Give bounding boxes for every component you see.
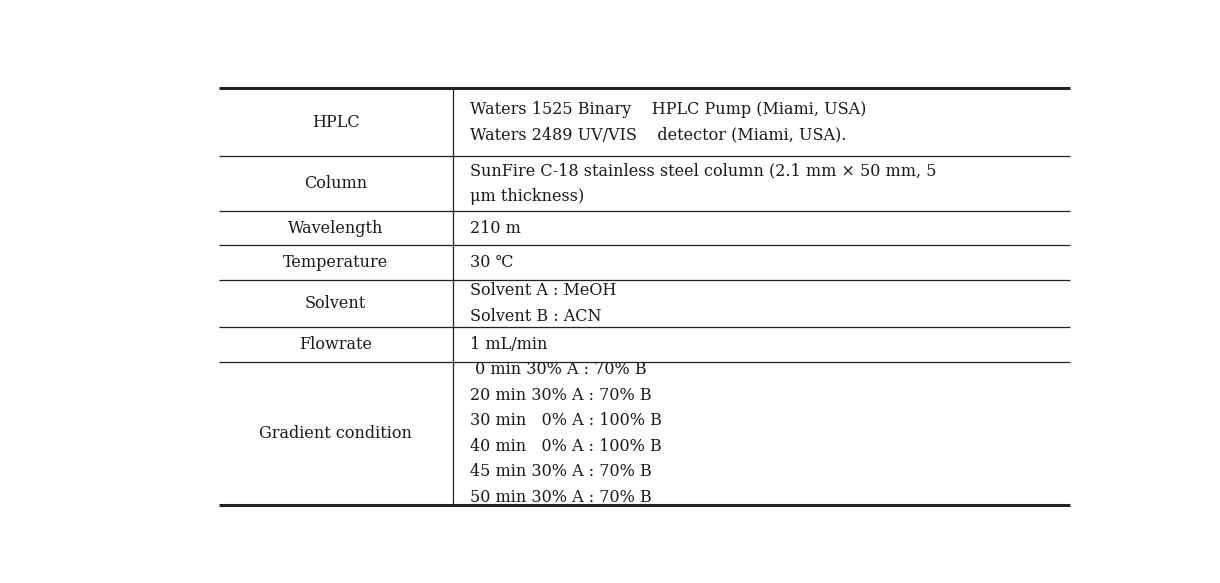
Text: SunFire C-18 stainless steel column (2.1 mm × 50 mm, 5
μm thickness): SunFire C-18 stainless steel column (2.1… xyxy=(470,163,936,205)
Text: 30 ℃: 30 ℃ xyxy=(470,254,514,271)
Text: Wavelength: Wavelength xyxy=(288,220,383,237)
Text: Solvent A : MeOH
Solvent B : ACN: Solvent A : MeOH Solvent B : ACN xyxy=(470,282,616,325)
Text: 210 m: 210 m xyxy=(470,220,521,237)
Text: HPLC: HPLC xyxy=(312,114,360,131)
Text: Flowrate: Flowrate xyxy=(299,336,372,353)
Text: Waters 1525 Binary    HPLC Pump (Miami, USA)
Waters 2489 UV/VIS    detector (Mia: Waters 1525 Binary HPLC Pump (Miami, USA… xyxy=(470,101,866,143)
Text: Solvent: Solvent xyxy=(305,295,366,312)
Text: Gradient condition: Gradient condition xyxy=(260,425,412,442)
Text: Column: Column xyxy=(304,175,367,192)
Text: Temperature: Temperature xyxy=(283,254,388,271)
Text: 0 min 30% A : 70% B
20 min 30% A : 70% B
30 min   0% A : 100% B
40 min   0% A : : 0 min 30% A : 70% B 20 min 30% A : 70% B… xyxy=(470,361,661,505)
Text: 1 mL/min: 1 mL/min xyxy=(470,336,547,353)
